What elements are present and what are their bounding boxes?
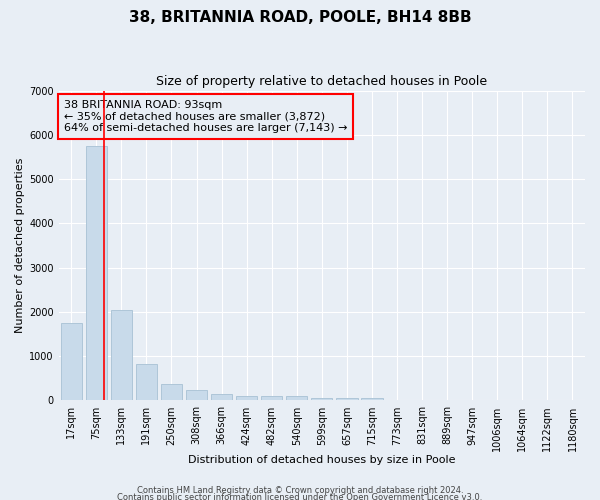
Bar [236,396,257,400]
Bar [86,146,107,401]
Bar [136,364,157,401]
Text: Contains HM Land Registry data © Crown copyright and database right 2024.: Contains HM Land Registry data © Crown c… [137,486,463,495]
Bar [261,396,283,400]
Bar [311,398,332,400]
Bar [61,323,82,400]
Bar [286,396,307,400]
Y-axis label: Number of detached properties: Number of detached properties [15,158,25,333]
Bar [161,384,182,400]
Bar [361,398,383,400]
Bar [186,390,207,400]
Bar [211,394,232,400]
Bar [336,398,358,400]
Text: 38, BRITANNIA ROAD, POOLE, BH14 8BB: 38, BRITANNIA ROAD, POOLE, BH14 8BB [128,10,472,25]
Text: 38 BRITANNIA ROAD: 93sqm
← 35% of detached houses are smaller (3,872)
64% of sem: 38 BRITANNIA ROAD: 93sqm ← 35% of detach… [64,100,347,133]
Text: Contains public sector information licensed under the Open Government Licence v3: Contains public sector information licen… [118,494,482,500]
X-axis label: Distribution of detached houses by size in Poole: Distribution of detached houses by size … [188,455,455,465]
Bar [110,310,132,400]
Title: Size of property relative to detached houses in Poole: Size of property relative to detached ho… [156,75,487,88]
